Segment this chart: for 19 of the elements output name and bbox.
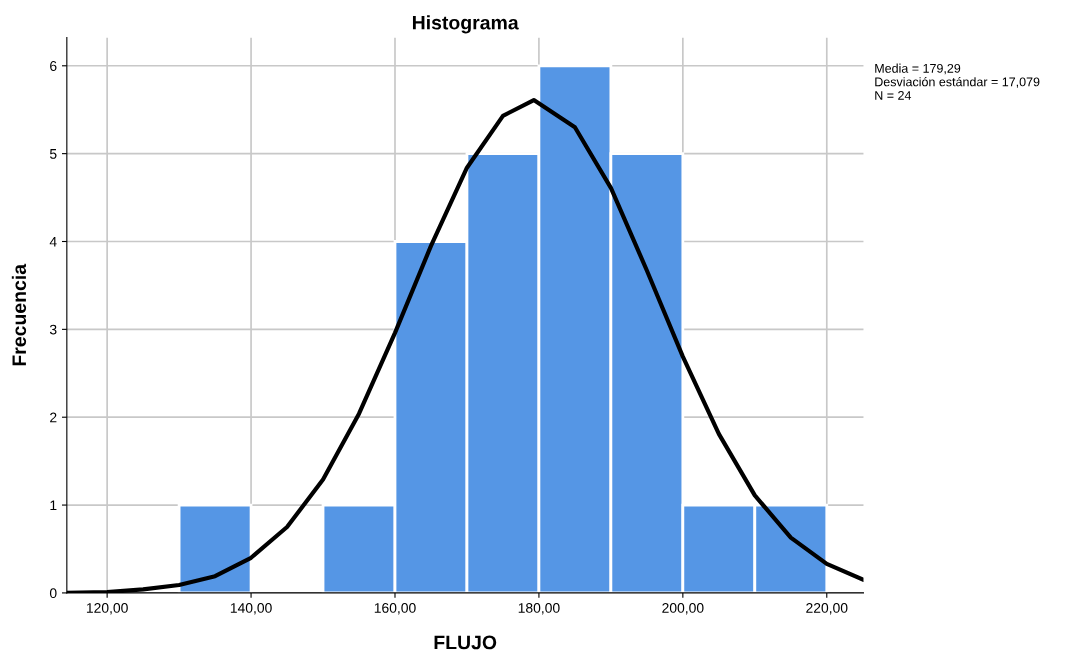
text: Media = 179,29 [875,63,961,75]
x-tick-label: 120,00 [86,603,128,615]
y-tick-label: 1 [50,500,57,511]
y-tick-label: 2 [50,412,57,423]
y-tick-label: 3 [49,324,57,335]
chart-title: Histograma [412,15,519,34]
text: N = 24 [875,91,912,100]
x-tick-label: 200,00 [662,603,704,615]
x-axis-title: FLUJO [434,635,497,650]
x-tick-label: 220,00 [806,603,848,615]
y-tick-label: 0 [49,588,57,599]
x-tick-label: 180,00 [518,603,560,615]
x-tick-label: 140,00 [230,603,272,615]
y-tick-label: 5 [49,149,57,159]
y-tick-label: 4 [49,236,57,247]
x-tick-label: 160,00 [374,603,416,615]
text: Desviación estándar = 17,079 [875,76,1040,88]
y-axis-title: Frecuencia [11,263,27,366]
y-tick-label: 6 [50,61,57,71]
